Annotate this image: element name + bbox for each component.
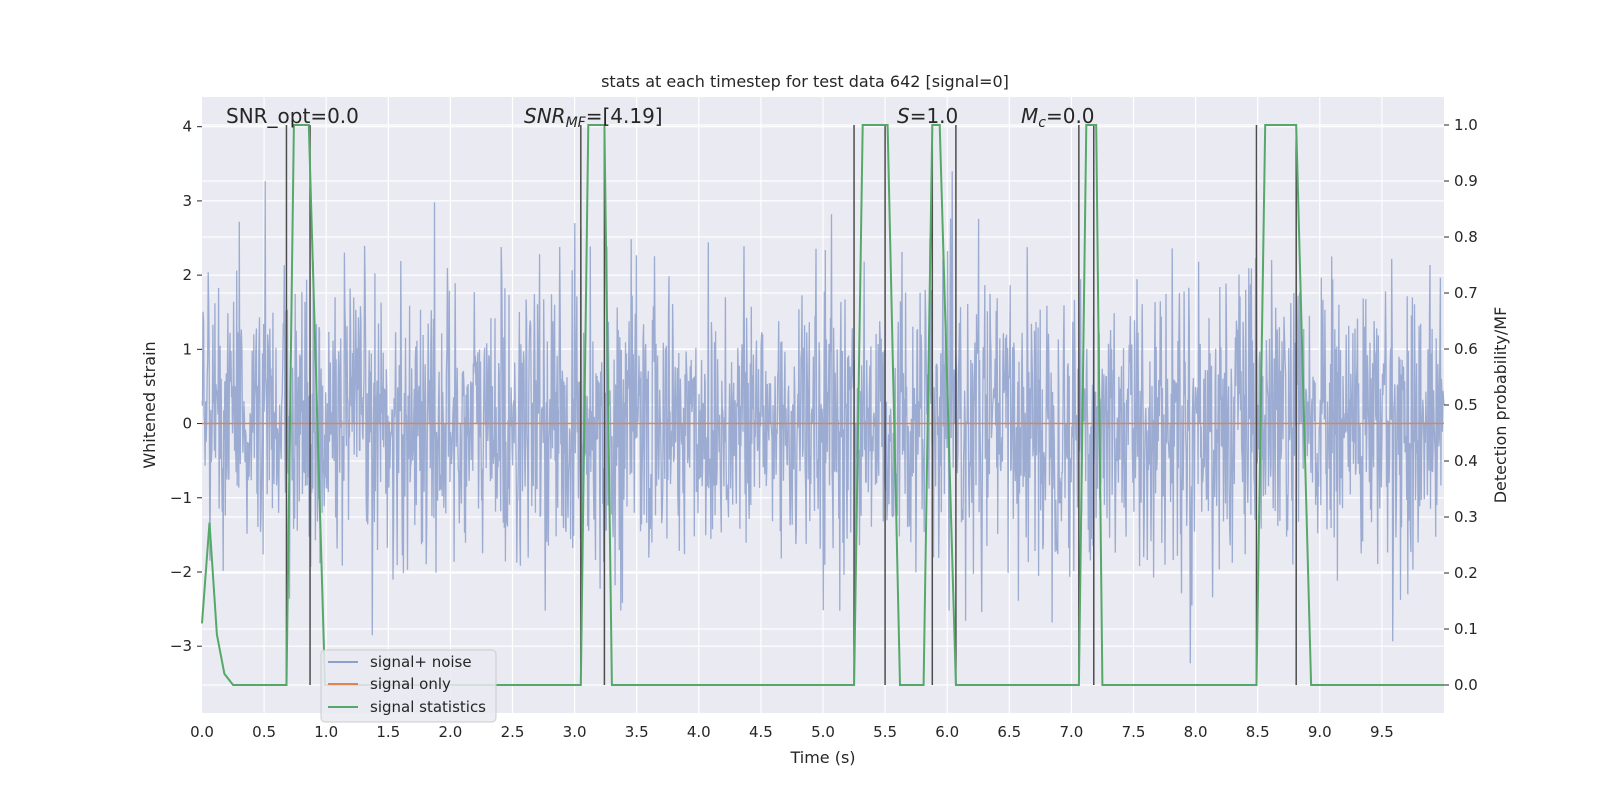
signal-statistics-line — [201, 124, 1444, 686]
y-tick-label: −2 — [170, 563, 192, 581]
annotation-s-base: S — [897, 104, 910, 128]
x-tick-label: 0.0 — [190, 723, 214, 741]
y-tick-labels: 4 3 2 1 0 −1 −2 −3 — [170, 118, 202, 655]
legend-label-signal-only: signal only — [370, 675, 451, 693]
y-tick-label: 0 — [182, 415, 192, 433]
x-tick-label: 4.0 — [687, 723, 711, 741]
x-tick-label: 2.5 — [501, 723, 525, 741]
annotation-snr-mf: SNRMF=[4.19] — [524, 104, 663, 131]
x-tick-label: 6.0 — [935, 723, 959, 741]
legend-box — [320, 649, 497, 723]
x-tick-label: 1.0 — [314, 723, 338, 741]
chart-title: stats at each timestep for test data 642… — [601, 72, 1009, 91]
y2-tick-label: 0.4 — [1454, 452, 1478, 470]
x-tick-label: 9.0 — [1308, 723, 1332, 741]
y-axis-label: Whitened strain — [140, 341, 159, 468]
y2-tick-label: 1.0 — [1454, 116, 1478, 134]
annotation-s-tail: =1.0 — [910, 104, 959, 128]
y-tick-label: −1 — [170, 489, 192, 507]
annotation-snr-mf-tail: =[4.19] — [586, 104, 663, 128]
signal-noise-series — [201, 171, 1445, 664]
x-tick-labels: 0.0 0.5 1.0 1.5 2.0 2.5 3.0 3.5 4.0 4.5 5.0 5.5 6.0 6… — [190, 723, 1394, 741]
y-tick-label: 4 — [182, 118, 192, 136]
x-tick-label: 3.5 — [625, 723, 649, 741]
y-tick-label: −3 — [170, 637, 192, 655]
annotation-mc-base: M — [1021, 104, 1038, 128]
y2-tick-label: 0.5 — [1454, 396, 1478, 414]
y2-tick-label: 0.7 — [1454, 284, 1478, 302]
y2-tick-label: 0.8 — [1454, 228, 1478, 246]
x-tick-label: 3.0 — [563, 723, 587, 741]
annotation-snr-mf-base: SNR — [524, 104, 566, 128]
y2-tick-label: 0.1 — [1454, 620, 1478, 638]
y2-tick-label: 0.9 — [1454, 172, 1478, 190]
y2-axis-label: Detection probability/MF — [1491, 307, 1510, 504]
x-tick-label: 7.5 — [1122, 723, 1146, 741]
annotation-mc-sub: c — [1038, 115, 1046, 131]
x-tick-label: 0.5 — [252, 723, 276, 741]
x-tick-label: 5.0 — [811, 723, 835, 741]
annotation-s: S=1.0 — [897, 104, 958, 128]
x-tick-label: 8.0 — [1184, 723, 1208, 741]
y2-tick-label: 0.2 — [1454, 564, 1478, 582]
x-tick-label: 6.5 — [997, 723, 1021, 741]
y-tick-label: 1 — [182, 340, 192, 358]
y-tick-label: 3 — [182, 192, 192, 210]
legend: signal+ noise signal only signal statist… — [320, 649, 497, 723]
x-tick-label: 2.0 — [438, 723, 462, 741]
y2-tick-label: 0.3 — [1454, 508, 1478, 526]
annotation-mc-tail: =0.0 — [1046, 104, 1095, 128]
x-tick-label: 8.5 — [1246, 723, 1270, 741]
y2-tick-label: 0.6 — [1454, 340, 1478, 358]
vertical-markers — [285, 125, 1297, 685]
x-tick-label: 1.5 — [376, 723, 400, 741]
x-axis-label: Time (s) — [789, 748, 855, 767]
signal-noise-line — [201, 171, 1445, 664]
legend-label-signal-noise: signal+ noise — [370, 653, 472, 671]
annotation-snr-opt: SNR_opt=0.0 — [226, 104, 359, 128]
y2-tick-label: 0.0 — [1454, 676, 1478, 694]
y2-tick-labels: 1.0 0.9 0.8 0.7 0.6 0.5 0.4 0.3 0.2 0.1 0.0 — [1444, 116, 1478, 694]
y-tick-label: 2 — [182, 266, 192, 284]
x-tick-label: 4.5 — [749, 723, 773, 741]
x-tick-label: 5.5 — [873, 723, 897, 741]
annotation-mc: Mc=0.0 — [1021, 104, 1095, 131]
annotation-snr-mf-sub: MF — [566, 115, 587, 131]
legend-label-signal-statistics: signal statistics — [370, 698, 486, 716]
x-tick-label: 9.5 — [1370, 723, 1394, 741]
x-tick-label: 7.0 — [1059, 723, 1083, 741]
signal-statistics-series — [201, 124, 1444, 686]
